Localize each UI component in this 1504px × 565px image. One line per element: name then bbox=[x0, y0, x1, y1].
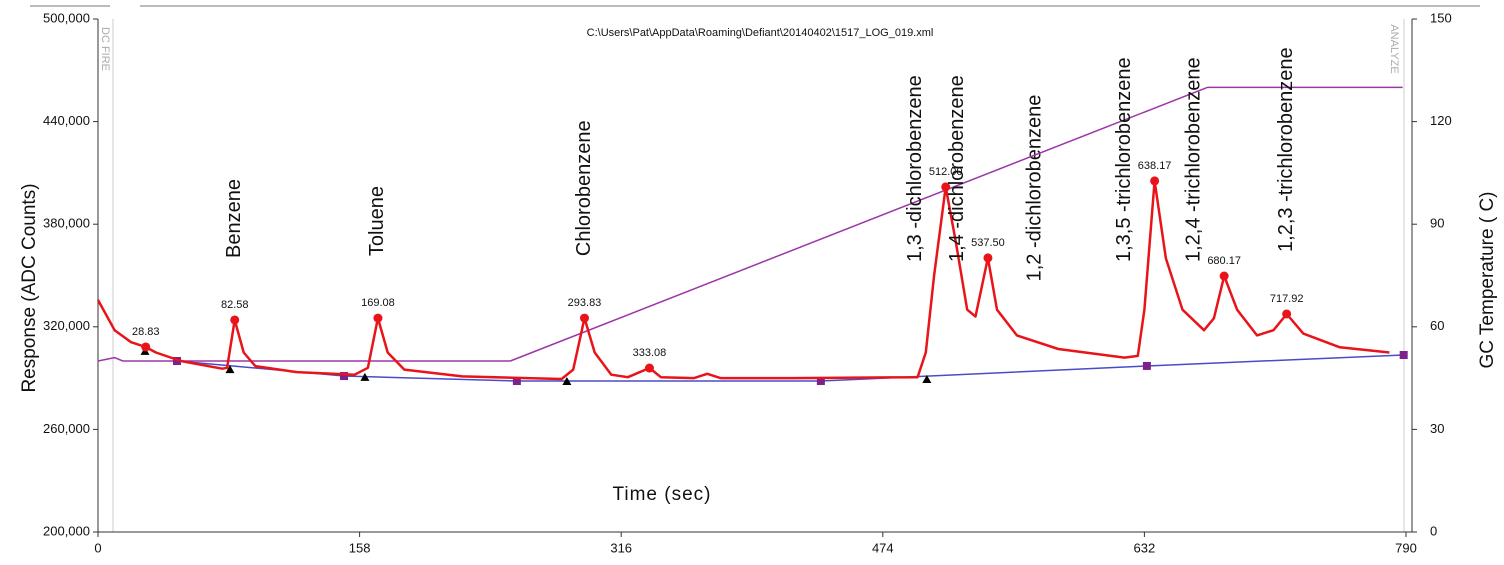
x-tick-label: 316 bbox=[610, 540, 632, 555]
triangle-marker bbox=[360, 372, 370, 381]
peak-marker bbox=[644, 363, 654, 373]
compound-label: 1,3 -dichlorobenzene bbox=[904, 75, 926, 262]
square-marker bbox=[512, 377, 521, 386]
peak-marker bbox=[983, 253, 993, 263]
y2-tick-label: 90 bbox=[1430, 216, 1444, 231]
compound-label: Toluene bbox=[366, 186, 388, 256]
y2-tick-label: 60 bbox=[1430, 318, 1444, 333]
x-tick-label: 0 bbox=[94, 540, 101, 555]
peak-marker bbox=[941, 182, 951, 192]
series-line bbox=[96, 179, 1390, 381]
square-marker bbox=[1142, 361, 1151, 370]
peak-time-label: 333.08 bbox=[633, 347, 667, 359]
peak-marker bbox=[141, 342, 151, 352]
peak-time-label: 82.58 bbox=[221, 299, 249, 311]
event-label: ANALYZE bbox=[1388, 24, 1400, 73]
peak-marker bbox=[579, 313, 589, 323]
event-label: DC FIRE bbox=[99, 27, 111, 71]
y-tick-label: 200,000 bbox=[43, 523, 90, 538]
y-tick-label: 260,000 bbox=[43, 421, 90, 436]
y2-tick-label: 150 bbox=[1430, 10, 1452, 25]
compound-label: 1,4 -dichlorobenzene bbox=[946, 75, 968, 262]
square-marker bbox=[340, 372, 349, 381]
series-line bbox=[97, 86, 1403, 362]
y-tick-label: 500,000 bbox=[43, 10, 90, 25]
y2-tick-label: 30 bbox=[1430, 421, 1444, 436]
peak-marker bbox=[373, 313, 383, 323]
compound-label: 1,2 -dichlorobenzene bbox=[1023, 95, 1045, 282]
y2-axis-title: GC Temperature ( C) bbox=[1477, 191, 1498, 368]
compound-label: 1,3,5 -trichlorobenzene bbox=[1113, 57, 1135, 262]
peak-marker bbox=[1282, 309, 1292, 319]
square-marker bbox=[816, 377, 825, 386]
x-tick-label: 474 bbox=[872, 540, 894, 555]
file-path: C:\Users\Pat\AppData\Roaming\Defiant\201… bbox=[587, 27, 934, 39]
x-axis-title: Time (sec) bbox=[612, 484, 711, 505]
y-axis-title: Response (ADC Counts) bbox=[19, 183, 40, 392]
peak-marker bbox=[1219, 271, 1229, 281]
triangle-marker bbox=[225, 365, 235, 374]
y-tick-label: 380,000 bbox=[43, 216, 90, 231]
x-tick-label: 790 bbox=[1395, 540, 1417, 555]
triangle-marker bbox=[922, 374, 932, 383]
peak-time-label: 717.92 bbox=[1270, 293, 1304, 305]
peak-time-label: 638.17 bbox=[1138, 160, 1172, 172]
y2-tick-label: 0 bbox=[1430, 523, 1437, 538]
y2-tick-label: 120 bbox=[1430, 113, 1452, 128]
y-tick-label: 440,000 bbox=[43, 113, 90, 128]
x-tick-label: 158 bbox=[349, 540, 371, 555]
peak-time-label: 28.83 bbox=[132, 326, 160, 338]
compound-label: Benzene bbox=[223, 179, 245, 258]
peak-time-label: 680.17 bbox=[1207, 255, 1241, 267]
peak-time-label: 537.50 bbox=[971, 237, 1005, 249]
peak-time-label: 169.08 bbox=[361, 297, 395, 309]
peak-time-label: 293.83 bbox=[568, 297, 602, 309]
peak-marker bbox=[230, 315, 240, 325]
peak-marker bbox=[1150, 176, 1160, 186]
compound-label: Chlorobenzene bbox=[573, 120, 595, 256]
peak-time-label: 512.00 bbox=[929, 166, 963, 178]
x-tick-label: 632 bbox=[1134, 540, 1156, 555]
compound-label: 1,2,4 -trichlorobenzene bbox=[1182, 57, 1204, 262]
triangle-marker bbox=[562, 377, 572, 386]
compound-label: 1,2,3 -trichlorobenzene bbox=[1275, 47, 1297, 252]
square-marker bbox=[1399, 351, 1408, 360]
y-tick-label: 320,000 bbox=[43, 318, 90, 333]
